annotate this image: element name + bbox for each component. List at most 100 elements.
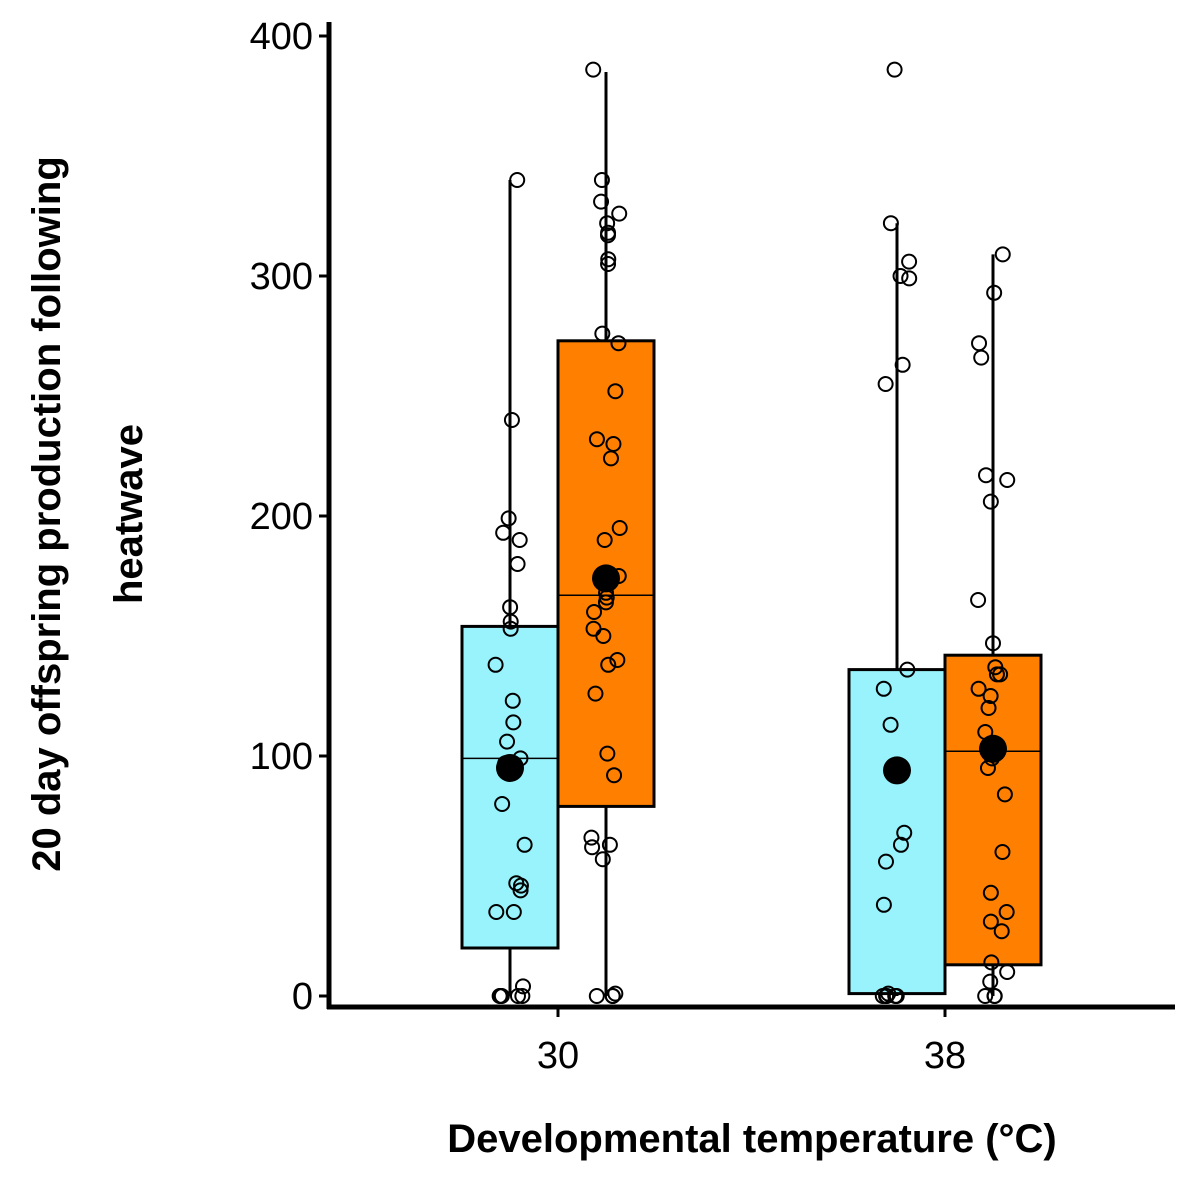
group-38-2-data-point bbox=[970, 680, 987, 697]
group-30-1-data-point bbox=[511, 532, 528, 548]
group-30-1-data-point bbox=[512, 877, 529, 894]
group-30-2-data-point bbox=[609, 652, 626, 668]
group-38-2-data-point bbox=[982, 913, 999, 930]
group-38-2-data-point bbox=[994, 246, 1011, 263]
group-30-2-data-point bbox=[607, 383, 624, 400]
y-axis: 0 100 200 300 400 bbox=[250, 16, 332, 1018]
group-38-1-data-point bbox=[887, 988, 904, 1004]
group-30-2-data-point bbox=[611, 205, 628, 222]
group-30-2-data-point bbox=[604, 988, 621, 1004]
group-30-2-data-point bbox=[599, 745, 616, 762]
group-38-2-data-point bbox=[999, 964, 1016, 980]
group-30-1-data-point bbox=[505, 904, 522, 920]
group-30-2-data-point bbox=[586, 604, 603, 620]
group-38-1-data-point bbox=[878, 988, 895, 1004]
group-38-2-data-point bbox=[993, 923, 1010, 940]
group-38-2-data-point bbox=[999, 472, 1016, 488]
y-tick-label: 100 bbox=[250, 736, 313, 778]
y-tick-label: 0 bbox=[292, 976, 313, 1018]
group-30-1-data-point bbox=[502, 620, 519, 637]
group-30-2-data-point bbox=[594, 851, 611, 868]
group-30-1-data-point bbox=[515, 978, 532, 995]
group-30-1-data-point bbox=[514, 988, 531, 1004]
plot-area bbox=[460, 61, 1043, 1004]
group-38-2-data-point bbox=[973, 349, 990, 366]
group-38-2-data-point bbox=[982, 973, 999, 990]
group-30-1-data-point bbox=[503, 412, 520, 428]
group-38-2-data-point bbox=[994, 844, 1011, 860]
group-30-2-data-point bbox=[588, 431, 605, 448]
group-30-2-data-point bbox=[600, 256, 617, 272]
group-30-2-data-point bbox=[593, 193, 610, 210]
group-38-1-data-point bbox=[901, 270, 918, 287]
group-30-2-data-point bbox=[599, 227, 616, 244]
y-tick-label: 200 bbox=[250, 496, 313, 538]
group-38-1-data-point bbox=[892, 836, 909, 853]
group-38-1-data-point bbox=[896, 824, 913, 841]
group-30-2-data-point bbox=[602, 450, 619, 467]
group-30-1-data-point bbox=[516, 836, 533, 853]
group-30-1-mean-marker bbox=[496, 754, 524, 782]
group-38-1-mean-marker bbox=[883, 756, 911, 785]
group-30-1-data-point bbox=[494, 796, 511, 812]
group-38-2-data-point bbox=[982, 493, 999, 510]
group-30-1-data-point bbox=[512, 882, 529, 899]
group-38-1-data-point bbox=[877, 376, 894, 392]
group-30-2-data-point bbox=[596, 532, 613, 548]
group-30-2-data-point bbox=[607, 985, 624, 1002]
group-30-1-data-point bbox=[492, 988, 509, 1004]
group-30-1-data-point bbox=[502, 613, 519, 630]
group-30-1-data-point bbox=[495, 524, 512, 541]
group-38-2-data-point bbox=[982, 688, 999, 704]
group-30-1-data-point bbox=[509, 556, 526, 572]
group-38-2-data-point bbox=[996, 786, 1013, 803]
x-tick-label: 38 bbox=[924, 1035, 966, 1077]
group-38-1-data-point bbox=[886, 61, 903, 78]
group-38-2-data-point bbox=[982, 884, 999, 901]
group-30-1-data-point bbox=[504, 692, 521, 709]
group-30-1-data-point bbox=[488, 904, 505, 920]
group-38-2-data-point bbox=[983, 954, 1000, 971]
group-30-2-data-point bbox=[599, 215, 616, 232]
group-30-2-data-point bbox=[600, 656, 617, 673]
y-tick-label: 300 bbox=[250, 256, 313, 298]
group-30-1-data-point bbox=[500, 510, 517, 527]
x-axis-title: Developmental temperature (°C) bbox=[447, 1117, 1056, 1161]
group-30-2-mean-marker bbox=[592, 564, 620, 593]
group-30-2-data-point bbox=[606, 767, 623, 784]
group-30-2-data-point bbox=[610, 335, 627, 352]
group-30-1-box bbox=[460, 624, 560, 950]
group-38-1-data-point bbox=[882, 716, 899, 733]
y-axis-title-line-1: 20 day offspring production following bbox=[25, 156, 69, 872]
group-30-2-data-point bbox=[601, 836, 618, 853]
group-38-1-data-point bbox=[877, 853, 894, 870]
group-38-1-data-point bbox=[901, 253, 918, 270]
group-30-2-data-point bbox=[588, 988, 605, 1004]
group-38-2-mean-marker bbox=[979, 734, 1007, 763]
group-38-2-data-point bbox=[977, 988, 994, 1004]
group-30-2-data-point bbox=[611, 520, 628, 536]
y-tick-label: 400 bbox=[250, 16, 313, 58]
group-38-1-data-point bbox=[899, 661, 916, 678]
group-30-2-data-point bbox=[584, 839, 601, 856]
group-38-2-data-point bbox=[986, 284, 1003, 301]
group-38-1-data-point bbox=[875, 896, 892, 913]
group-38-2-data-point bbox=[998, 904, 1015, 920]
group-30-2-data-point bbox=[594, 325, 611, 342]
group-38-2-data-point bbox=[988, 666, 1005, 683]
group-38-2-data-point bbox=[980, 700, 997, 716]
group-38-1-data-point bbox=[875, 680, 892, 697]
group-30-2-data-point bbox=[587, 685, 604, 702]
group-30-2-data-point bbox=[595, 628, 612, 644]
group-38-2-data-point bbox=[986, 988, 1003, 1004]
group-30-2-data-point bbox=[585, 61, 602, 78]
group-30-1-data-point bbox=[499, 733, 516, 750]
group-30-1-data-point bbox=[505, 714, 522, 731]
group-30-1-data-point bbox=[509, 988, 526, 1004]
group-30-2-data-point bbox=[593, 172, 610, 188]
group-30-2-data-point bbox=[597, 594, 614, 611]
group-30-2-data-point bbox=[583, 829, 600, 846]
group-38-1-data-point bbox=[882, 215, 899, 232]
group-38-2-data-point bbox=[970, 592, 987, 608]
